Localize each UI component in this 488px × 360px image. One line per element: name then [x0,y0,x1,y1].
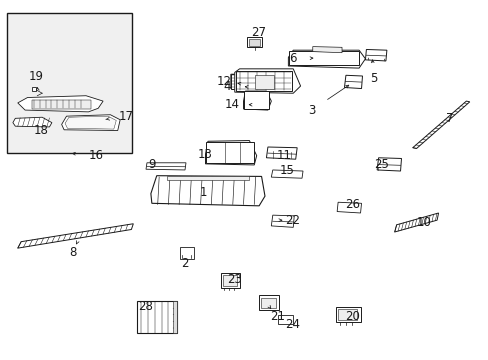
Bar [289,51,358,65]
Text: 25: 25 [374,158,388,171]
Bar [243,91,268,109]
Text: 9: 9 [148,158,155,171]
Polygon shape [312,46,341,53]
Text: 7: 7 [445,112,452,125]
Polygon shape [266,147,297,159]
Text: 1: 1 [199,186,206,199]
Text: 19: 19 [28,69,43,82]
Polygon shape [18,96,103,112]
Bar [167,176,249,180]
Bar [230,74,254,89]
Polygon shape [61,115,120,131]
Bar [235,71,291,91]
Bar [206,141,254,163]
Polygon shape [288,50,365,68]
Polygon shape [65,116,116,129]
Bar [223,275,236,286]
Text: 11: 11 [276,149,291,162]
Polygon shape [336,202,361,213]
Polygon shape [13,117,52,127]
Bar [337,310,356,320]
Text: 17: 17 [119,110,134,123]
Text: 16: 16 [88,149,103,162]
Text: 18: 18 [33,124,48,137]
Text: 23: 23 [227,273,242,286]
Polygon shape [234,69,300,93]
Bar [6,13,132,153]
Polygon shape [344,75,362,89]
Polygon shape [271,170,303,178]
Text: 26: 26 [345,198,360,211]
Bar [255,75,273,89]
Polygon shape [243,91,271,110]
Bar [261,298,275,309]
Polygon shape [412,101,469,148]
Text: 5: 5 [369,72,377,85]
Polygon shape [151,176,264,206]
Text: 10: 10 [416,216,430,229]
Bar [221,273,239,288]
Text: 24: 24 [284,318,299,331]
Text: 14: 14 [224,98,239,111]
Polygon shape [365,49,386,61]
Text: 3: 3 [307,104,315,117]
Polygon shape [18,224,133,248]
Polygon shape [146,163,185,170]
Bar [137,301,177,333]
Text: 15: 15 [280,164,294,177]
Bar [335,307,360,321]
Text: 22: 22 [284,214,299,227]
Polygon shape [205,140,256,165]
Text: 21: 21 [269,310,285,324]
Bar [32,100,91,109]
Bar [259,295,278,310]
Text: 28: 28 [138,300,153,313]
Polygon shape [271,215,294,227]
Text: 20: 20 [345,310,360,324]
Text: 13: 13 [198,148,212,161]
Text: 27: 27 [250,27,265,40]
Polygon shape [394,213,438,232]
Bar [180,247,193,259]
Text: 4: 4 [223,80,231,93]
Bar [247,37,262,47]
Text: 8: 8 [69,246,77,259]
Bar [249,39,260,46]
Text: 2: 2 [181,257,188,270]
Polygon shape [376,158,401,171]
Bar [173,301,177,333]
Bar [277,315,293,324]
Polygon shape [230,72,254,89]
Text: 6: 6 [289,52,296,65]
Text: 12: 12 [216,75,231,88]
